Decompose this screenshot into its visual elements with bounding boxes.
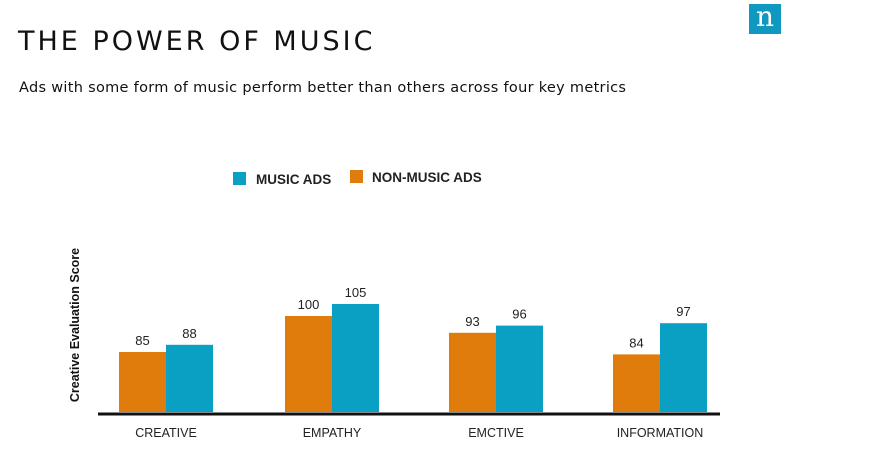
value-label-non-music-information: 84 [629,335,643,350]
bar-non-music-empathy [285,316,332,412]
legend-label-music: MUSIC ADS [256,172,331,187]
bar-non-music-information [613,354,660,412]
bar-chart: Creative Evaluation Score MUSIC ADS NON-… [68,170,720,440]
legend-swatch-music [233,172,246,185]
category-labels-group: CREATIVE EMPATHY EMCTIVE INFORMATION [135,426,703,440]
page-title: THE POWER OF MUSIC [18,26,376,57]
legend-label-non-music: NON-MUSIC ADS [372,170,482,185]
category-label-emctive: EMCTIVE [468,426,524,440]
bar-music-information [660,323,707,412]
value-label-non-music-emctive: 93 [465,314,479,329]
bars-group [119,304,707,412]
bar-non-music-creative [119,352,166,412]
value-label-non-music-empathy: 100 [298,297,320,312]
value-label-non-music-creative: 85 [135,333,149,348]
value-label-music-information: 97 [676,304,690,319]
page-subtitle: Ads with some form of music perform bett… [19,80,627,96]
category-label-creative: CREATIVE [135,426,197,440]
y-axis-label: Creative Evaluation Score [68,248,82,402]
bar-music-creative [166,344,213,412]
bar-music-emctive [496,325,543,412]
value-label-music-emctive: 96 [512,307,526,322]
bar-non-music-emctive [449,332,496,412]
category-label-empathy: EMPATHY [303,426,362,440]
brand-logo: n [749,3,781,34]
legend-swatch-non-music [350,170,363,183]
value-label-music-creative: 88 [182,326,196,341]
value-label-music-empathy: 105 [345,285,367,300]
value-labels-group: 85 88 100 105 93 96 84 97 [135,285,690,350]
bar-music-empathy [332,304,379,412]
category-label-information: INFORMATION [617,426,704,440]
